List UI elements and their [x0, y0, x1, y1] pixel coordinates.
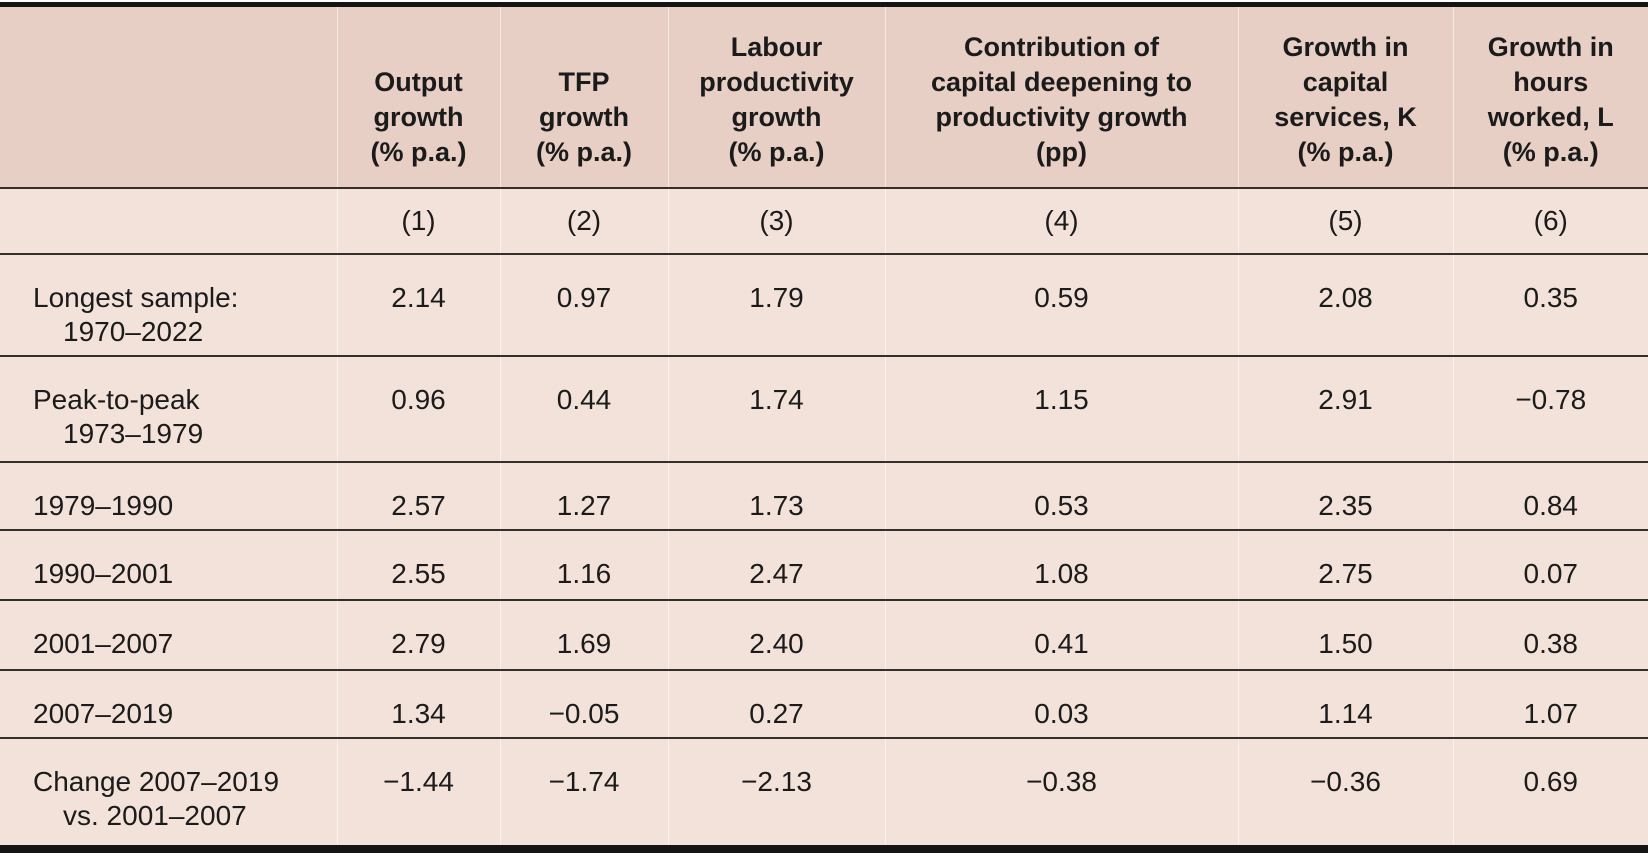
header-row: Output growth (% p.a.) TFP growth (% p.a… [0, 7, 1648, 188]
column-header-output-growth: Output growth (% p.a.) [336, 7, 500, 188]
row-label-main: 1990–2001 [33, 558, 174, 589]
data-cell: 2.40 [667, 600, 885, 670]
data-cell: 1.79 [667, 254, 885, 356]
column-number-3: (3) [667, 188, 885, 254]
column-number-row: (1) (2) (3) (4) (5) (6) [0, 188, 1648, 254]
column-number-blank [0, 188, 337, 254]
column-number-4: (4) [884, 188, 1238, 254]
data-cell: 2.08 [1237, 254, 1453, 356]
data-cell: 2.35 [1237, 462, 1453, 530]
row-label-main: Change 2007–2019 [33, 766, 280, 797]
column-header-tfp-growth: TFP growth (% p.a.) [499, 7, 668, 188]
data-cell: 1.73 [667, 462, 885, 530]
row-label: 1990–2001 [0, 530, 337, 600]
data-cell: 1.34 [336, 670, 500, 738]
row-label: 2001–2007 [0, 600, 337, 670]
data-cell: 1.50 [1237, 600, 1453, 670]
column-header-hours-worked-growth: Growth in hours worked, L (% p.a.) [1452, 7, 1648, 188]
row-label: 1979–1990 [0, 462, 337, 530]
data-cell: 1.14 [1237, 670, 1453, 738]
row-label-sub: 1973–1979 [63, 418, 204, 449]
data-cell: 0.38 [1452, 600, 1648, 670]
data-cell: 2.57 [336, 462, 500, 530]
data-cell: 0.44 [499, 356, 668, 462]
data-cell: 1.16 [499, 530, 668, 600]
data-cell: 0.35 [1452, 254, 1648, 356]
data-cell: 2.79 [336, 600, 500, 670]
column-number-2: (2) [499, 188, 668, 254]
data-cell: −1.74 [499, 738, 668, 845]
data-cell: −0.36 [1237, 738, 1453, 845]
data-cell: 0.53 [884, 462, 1238, 530]
data-cell: 0.97 [499, 254, 668, 356]
data-cell: −0.38 [884, 738, 1238, 845]
column-header-capital-deepening-contribution: Contribution of capital deepening to pro… [884, 7, 1238, 188]
data-cell: 0.59 [884, 254, 1238, 356]
column-number-5: (5) [1237, 188, 1453, 254]
table-row-longest-sample: Longest sample: 1970–2022 2.14 0.97 1.79 … [0, 254, 1648, 356]
row-label-main: 2001–2007 [33, 628, 174, 659]
data-cell: 1.74 [667, 356, 885, 462]
table-row-change-2007-2019-vs-2001-2007: Change 2007–2019 vs. 2001–2007 −1.44 −1.7… [0, 738, 1648, 845]
column-header-rowlabels [0, 7, 337, 188]
row-label-main: 1979–1990 [33, 490, 174, 521]
row-label: Peak-to-peak 1973–1979 [0, 356, 337, 462]
table-row-2001-2007: 2001–2007 2.79 1.69 2.40 0.41 1.50 0.38 [0, 600, 1648, 670]
data-cell: 1.07 [1452, 670, 1648, 738]
table-row-1990-2001: 1990–2001 2.55 1.16 2.47 1.08 2.75 0.07 [0, 530, 1648, 600]
data-cell: 0.41 [884, 600, 1238, 670]
data-cell: 2.91 [1237, 356, 1453, 462]
table-row-1979-1990: 1979–1990 2.57 1.27 1.73 0.53 2.35 0.84 [0, 462, 1648, 530]
data-cell: 0.07 [1452, 530, 1648, 600]
data-cell: −0.78 [1452, 356, 1648, 462]
row-label: Change 2007–2019 vs. 2001–2007 [0, 738, 337, 845]
row-label-sub: vs. 2001–2007 [63, 800, 247, 831]
data-cell: −0.05 [499, 670, 668, 738]
data-cell: 2.55 [336, 530, 500, 600]
row-label-main: Peak-to-peak [33, 384, 200, 415]
row-label-main: Longest sample: [33, 282, 239, 313]
data-cell: −2.13 [667, 738, 885, 845]
data-cell: 2.75 [1237, 530, 1453, 600]
column-number-1: (1) [336, 188, 500, 254]
table-row-2007-2019: 2007–2019 1.34 −0.05 0.27 0.03 1.14 1.07 [0, 670, 1648, 738]
data-cell: 0.84 [1452, 462, 1648, 530]
column-header-labour-productivity-growth: Labour productivity growth (% p.a.) [667, 7, 885, 188]
data-cell: 1.08 [884, 530, 1238, 600]
data-cell: 0.69 [1452, 738, 1648, 845]
row-label-sub: 1970–2022 [63, 316, 204, 347]
data-cell: 1.27 [499, 462, 668, 530]
data-cell: 1.69 [499, 600, 668, 670]
row-label-main: 2007–2019 [33, 698, 174, 729]
row-label: Longest sample: 1970–2022 [0, 254, 337, 356]
data-cell: 0.27 [667, 670, 885, 738]
growth-accounting-table: Output growth (% p.a.) TFP growth (% p.a… [0, 7, 1648, 845]
data-cell: −1.44 [336, 738, 500, 845]
data-cell: 1.15 [884, 356, 1238, 462]
row-label: 2007–2019 [0, 670, 337, 738]
data-cell: 0.03 [884, 670, 1238, 738]
data-cell: 2.14 [336, 254, 500, 356]
data-cell: 0.96 [336, 356, 500, 462]
column-header-capital-services-growth: Growth in capital services, K (% p.a.) [1237, 7, 1453, 188]
column-number-6: (6) [1452, 188, 1648, 254]
data-cell: 2.47 [667, 530, 885, 600]
table-row-peak-to-peak: Peak-to-peak 1973–1979 0.96 0.44 1.74 1.1… [0, 356, 1648, 462]
